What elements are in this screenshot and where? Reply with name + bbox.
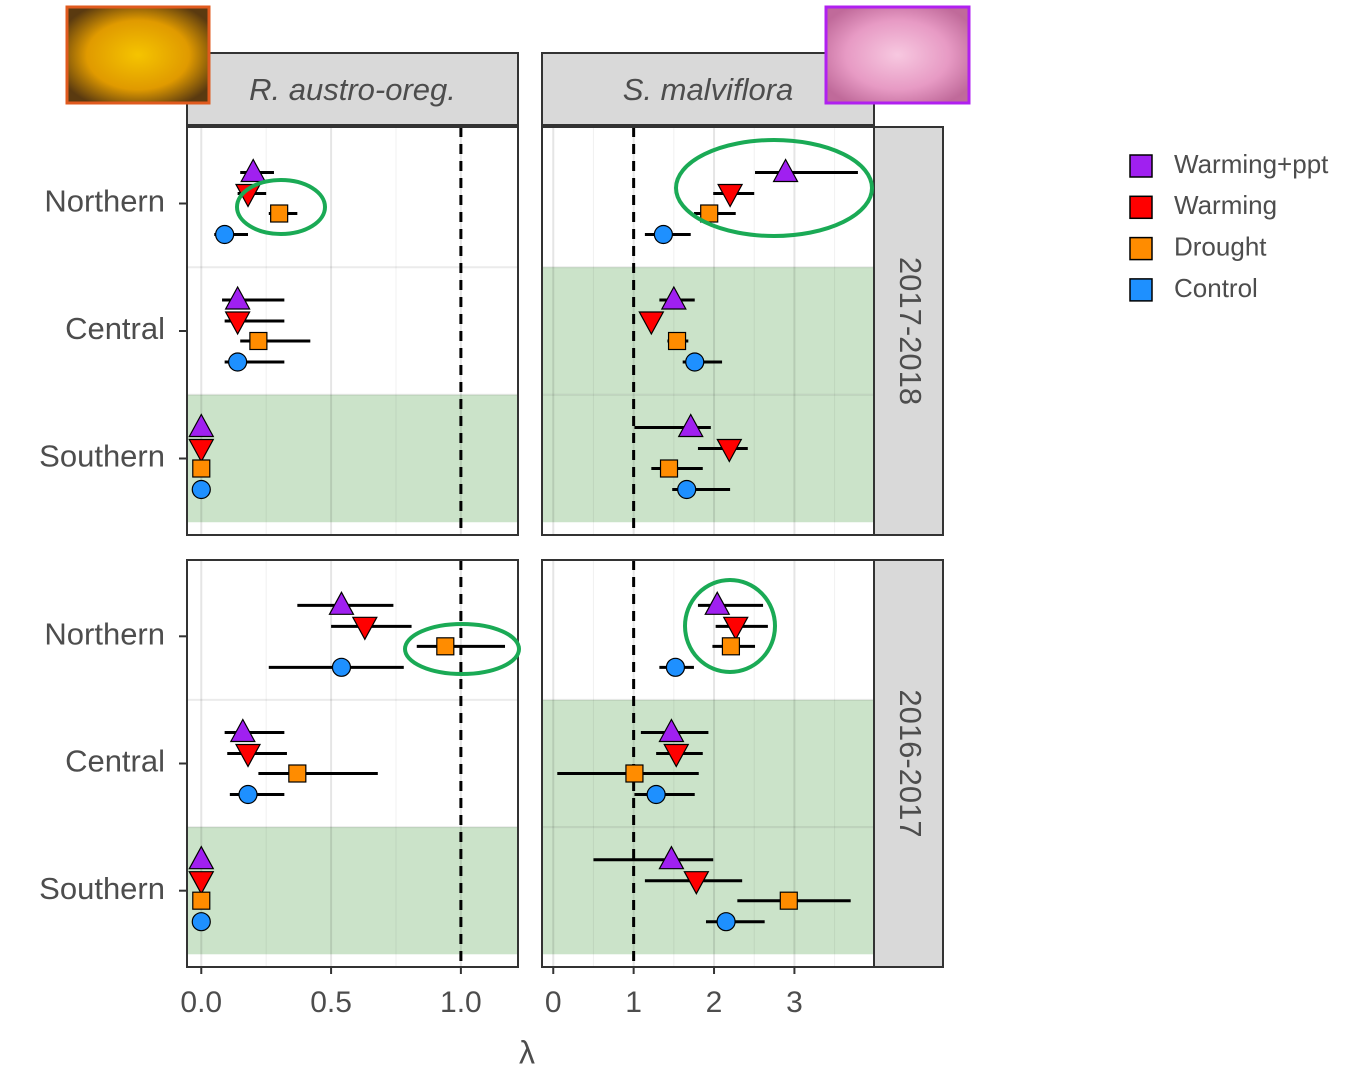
legend-key [1130, 238, 1152, 260]
point-marker [661, 460, 678, 477]
x-tick-label: 3 [786, 986, 803, 1019]
page: R. austro-oreg. 0.0 0.5 1.0 S. malviflora 0 1 2… [0, 0, 1355, 1073]
point-marker [193, 460, 210, 477]
row-title: 2016-2017 [893, 689, 928, 837]
plot-layer: R. austro-oreg. 0.0 0.5 1.0 S. malviflora 0 1 2… [39, 53, 1329, 1019]
chart: R. austro-oreg. 0.0 0.5 1.0 S. malviflora 0 1 2… [0, 0, 1355, 1073]
legend-label: Warming [1174, 190, 1277, 220]
legend-key [1130, 155, 1152, 177]
point-marker [229, 353, 247, 371]
shaded-region [542, 267, 874, 395]
x-tick-label: 1 [625, 986, 642, 1019]
point-marker [193, 892, 210, 909]
point-marker [192, 481, 210, 499]
shaded-region [542, 827, 874, 954]
x-tick-label: 0 [545, 986, 562, 1019]
point-marker [216, 226, 234, 244]
flower-photo [67, 7, 209, 103]
flower-photo [826, 7, 969, 103]
point-marker [437, 638, 454, 655]
point-marker [780, 892, 797, 909]
point-marker [647, 786, 665, 804]
y-tick-label: Central [65, 744, 165, 779]
legend-label: Control [1174, 273, 1258, 303]
x-tick-label: 2 [706, 986, 723, 1019]
point-marker [717, 913, 735, 931]
point-marker [669, 333, 686, 350]
shaded-region [542, 395, 874, 523]
legend-label: Drought [1174, 231, 1267, 261]
column-title: R. austro-oreg. [249, 72, 456, 107]
point-marker [250, 333, 267, 350]
point-marker [654, 226, 672, 244]
column-title: S. malviflora [623, 72, 794, 107]
point-marker [271, 205, 288, 222]
y-tick-label: Northern [44, 184, 165, 219]
point-marker [239, 786, 257, 804]
y-tick-label: Southern [39, 871, 165, 906]
point-marker [626, 765, 643, 782]
shaded-region [187, 395, 518, 523]
point-marker [686, 353, 704, 371]
y-tick-label: Southern [39, 439, 165, 474]
point-marker [666, 658, 684, 676]
legend-label: Warming+ppt [1174, 149, 1329, 179]
shaded-region [542, 700, 874, 827]
point-marker [192, 913, 210, 931]
point-marker [722, 638, 739, 655]
point-marker [678, 481, 696, 499]
x-tick-label: 0.5 [310, 986, 352, 1019]
x-axis-label: λ [519, 1034, 535, 1070]
legend-key [1130, 279, 1152, 301]
point-marker [332, 658, 350, 676]
y-tick-label: Northern [44, 617, 165, 652]
point-marker [289, 765, 306, 782]
row-title: 2017-2018 [893, 257, 928, 405]
shaded-region [187, 827, 518, 954]
x-tick-label: 0.0 [180, 986, 222, 1019]
x-tick-label: 1.0 [440, 986, 482, 1019]
legend-key [1130, 196, 1152, 218]
y-tick-label: Central [65, 311, 165, 346]
